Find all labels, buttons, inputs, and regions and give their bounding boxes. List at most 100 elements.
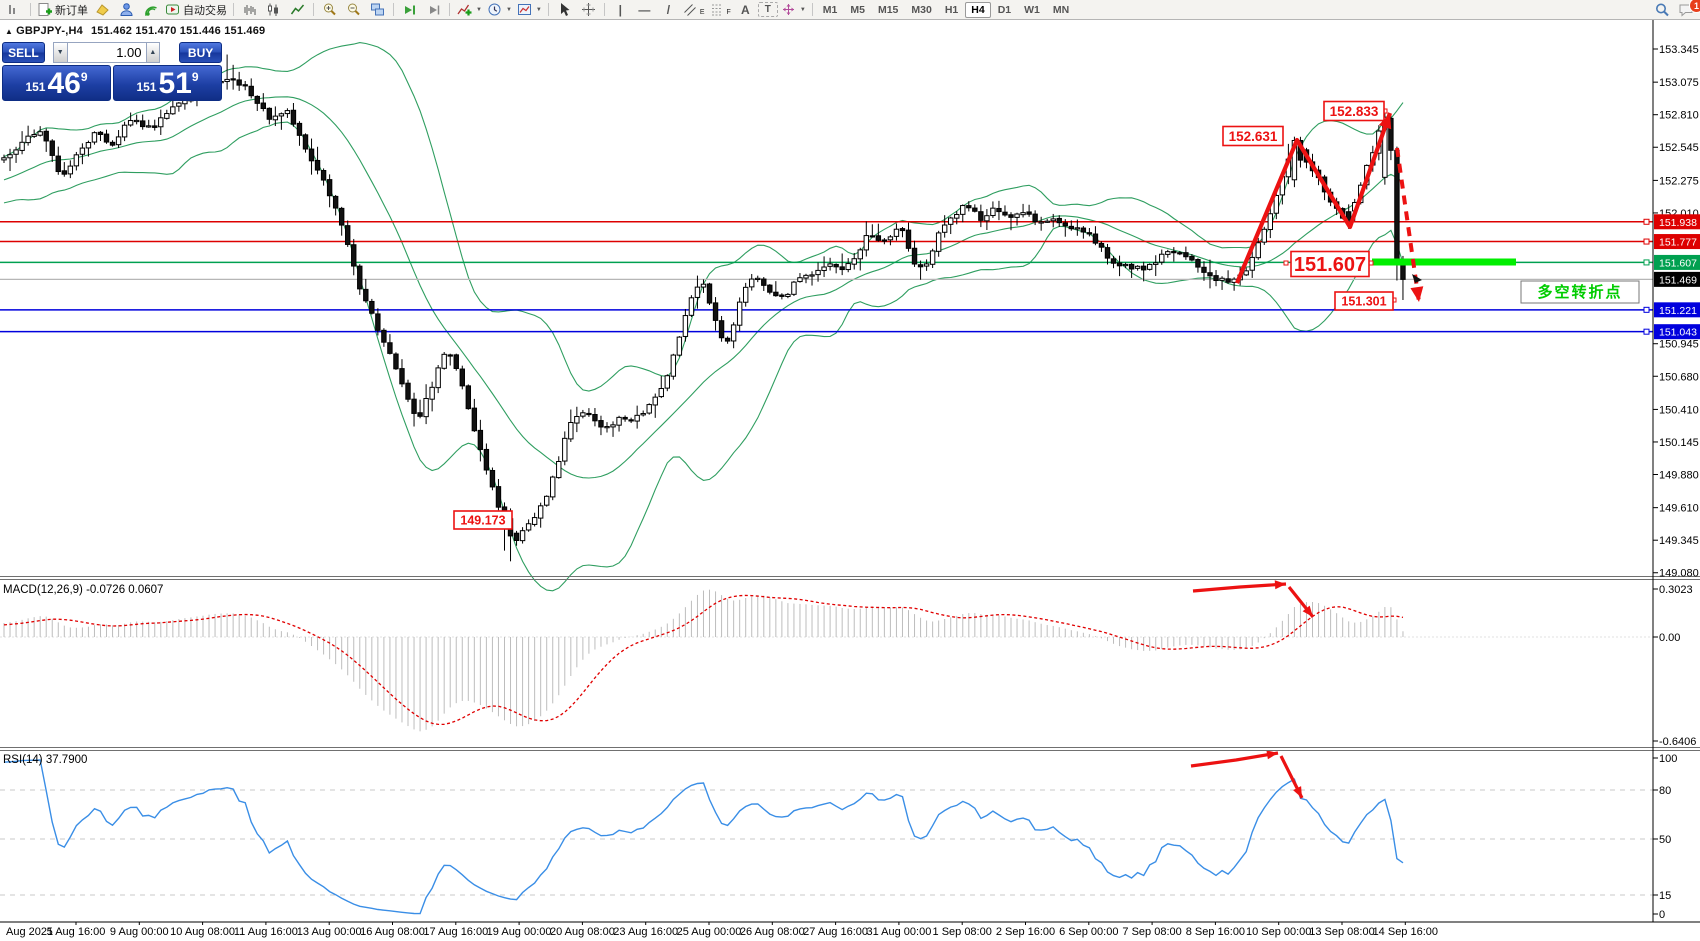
timeframe-m15[interactable]: M15 — [877, 3, 899, 16]
crosshair-tool-button[interactable] — [577, 1, 600, 18]
svg-text:31 Aug 00:00: 31 Aug 00:00 — [866, 926, 931, 938]
svg-text:149.345: 149.345 — [1659, 535, 1699, 547]
svg-text:13 Aug 00:00: 13 Aug 00:00 — [297, 926, 362, 938]
buy-price-box[interactable]: 151 51 9 — [113, 65, 222, 101]
svg-text:多空转折点: 多空转折点 — [1537, 283, 1622, 301]
timeframe-h1[interactable]: H1 — [944, 3, 959, 16]
buy-price-sup: 9 — [191, 70, 199, 84]
text-label-tool-button[interactable]: T — [757, 2, 778, 17]
svg-text:151.607: 151.607 — [1294, 254, 1366, 276]
svg-text:149.610: 149.610 — [1659, 503, 1699, 515]
svg-text:151.221: 151.221 — [1659, 305, 1697, 317]
svg-text:151.469: 151.469 — [1659, 274, 1697, 286]
buy-button[interactable]: BUY — [179, 42, 222, 63]
separator — [811, 3, 813, 16]
cursor-tool-button[interactable] — [553, 1, 576, 18]
expert-advisors-button[interactable] — [115, 1, 138, 18]
svg-text:10 Sep 00:00: 10 Sep 00:00 — [1246, 926, 1311, 938]
line-chart-button[interactable] — [286, 1, 309, 18]
scroll-to-end-icon — [405, 5, 415, 15]
svg-text:26 Aug 08:00: 26 Aug 08:00 — [740, 926, 805, 938]
signals-button[interactable] — [139, 1, 162, 18]
channel-tool-button[interactable]: E — [681, 1, 707, 18]
horizontal-line-tool-button[interactable]: — — [638, 2, 651, 17]
template-icon — [517, 4, 531, 15]
svg-text:20 Aug 08:00: 20 Aug 08:00 — [550, 926, 615, 938]
svg-text:149.080: 149.080 — [1659, 568, 1699, 580]
svg-text:16 Aug 08:00: 16 Aug 08:00 — [360, 926, 425, 938]
charts-button[interactable] — [3, 1, 26, 18]
notifications-button[interactable]: 1 — [1674, 0, 1700, 18]
fibonacci-icon — [711, 4, 722, 16]
periods-button[interactable]: ▼ — [485, 1, 514, 18]
chart-autoscroll-button[interactable] — [422, 1, 445, 18]
timeframe-m5[interactable]: M5 — [850, 3, 865, 16]
svg-text:153.345: 153.345 — [1659, 44, 1699, 56]
add-indicator-icon — [457, 4, 472, 16]
separator — [393, 3, 394, 16]
search-icon — [1655, 3, 1669, 16]
timeframe-w1[interactable]: W1 — [1024, 3, 1040, 16]
dropdown-arrow-icon: ▼ — [535, 6, 542, 13]
templates-button[interactable]: ▼ — [515, 1, 544, 18]
svg-text:Aug 2021: Aug 2021 — [6, 926, 53, 938]
svg-text:RSI(14) 37.7900: RSI(14) 37.7900 — [3, 754, 87, 766]
sell-price-box[interactable]: 151 46 9 — [2, 65, 111, 101]
volume-input[interactable] — [67, 42, 146, 63]
svg-text:151.607: 151.607 — [1659, 257, 1697, 269]
annotations[interactable]: 152.631 152.833 151.607 151.301 149.173 多空转折点 — [453, 100, 1640, 799]
autotrading-button[interactable]: 自动交易 — [163, 1, 229, 18]
svg-text:6 Sep 00:00: 6 Sep 00:00 — [1059, 926, 1118, 938]
volume-decrease-button[interactable]: ▼ — [52, 42, 68, 63]
svg-text:8 Sep 16:00: 8 Sep 16:00 — [1186, 926, 1245, 938]
svg-text:-0.6406: -0.6406 — [1659, 736, 1696, 748]
timeframe-mn[interactable]: MN — [1052, 3, 1070, 16]
symbol-name: GBPJPY-,H4 — [16, 25, 83, 37]
svg-text:MACD(12,26,9) -0.0726 0.0607: MACD(12,26,9) -0.0726 0.0607 — [3, 584, 163, 596]
trendline-tool-button[interactable]: / — [666, 2, 671, 17]
bar-chart-button[interactable] — [238, 1, 261, 18]
tile-windows-button[interactable] — [366, 1, 389, 18]
svg-text:19 Aug 00:00: 19 Aug 00:00 — [487, 926, 552, 938]
indicator-list-button[interactable] — [91, 1, 114, 18]
add-indicator-button[interactable]: ▼ — [454, 1, 484, 18]
svg-text:150.680: 150.680 — [1659, 371, 1699, 383]
svg-text:13 Sep 08:00: 13 Sep 08:00 — [1309, 926, 1374, 938]
sell-button[interactable]: SELL — [2, 42, 45, 63]
timeframe-m1[interactable]: M1 — [822, 3, 838, 16]
svg-text:0: 0 — [1659, 909, 1665, 921]
separator — [233, 3, 234, 16]
new-order-button[interactable]: 新订单 — [35, 1, 90, 18]
volume-increase-button[interactable]: ▲ — [145, 42, 161, 63]
vertical-line-tool-button[interactable]: | — [618, 2, 623, 17]
collapse-marker-icon[interactable]: ▲ — [5, 27, 14, 36]
svg-text:152.631: 152.631 — [1229, 129, 1278, 144]
symbol-ohlc: 151.462 151.470 151.446 151.469 — [90, 25, 266, 37]
text-tool-button[interactable]: A — [740, 2, 750, 17]
scroll-to-end-button[interactable] — [398, 1, 421, 18]
fibonacci-tool-button[interactable]: F — [708, 1, 733, 18]
timeframe-d1[interactable]: D1 — [997, 3, 1012, 16]
svg-text:150.410: 150.410 — [1659, 404, 1699, 416]
timeframe-h4[interactable]: H4 — [965, 1, 991, 18]
svg-text:17 Aug 16:00: 17 Aug 16:00 — [423, 926, 488, 938]
svg-text:151.777: 151.777 — [1659, 237, 1697, 249]
search-button[interactable] — [1650, 1, 1673, 18]
axes: 153.345153.075152.810152.545152.275152.0… — [0, 20, 1700, 938]
svg-text:5 Aug 16:00: 5 Aug 16:00 — [47, 926, 106, 938]
separator — [547, 3, 549, 16]
zoom-out-icon — [348, 3, 360, 16]
svg-text:151.043: 151.043 — [1659, 327, 1697, 339]
zoom-out-button[interactable] — [342, 1, 365, 18]
timeframe-m30[interactable]: M30 — [911, 3, 932, 16]
sell-price-sup: 9 — [80, 70, 88, 84]
autotrading-icon — [166, 4, 179, 15]
notification-badge: 1 — [1689, 0, 1700, 13]
arrows-tool-button[interactable]: ▼ — [779, 1, 808, 18]
candlestick-chart-button[interactable] — [262, 1, 285, 18]
zoom-in-button[interactable] — [318, 1, 341, 18]
svg-text:27 Aug 16:00: 27 Aug 16:00 — [803, 926, 868, 938]
channel-sub-label: E — [699, 9, 705, 16]
dropdown-arrow-icon: ▼ — [799, 6, 806, 13]
